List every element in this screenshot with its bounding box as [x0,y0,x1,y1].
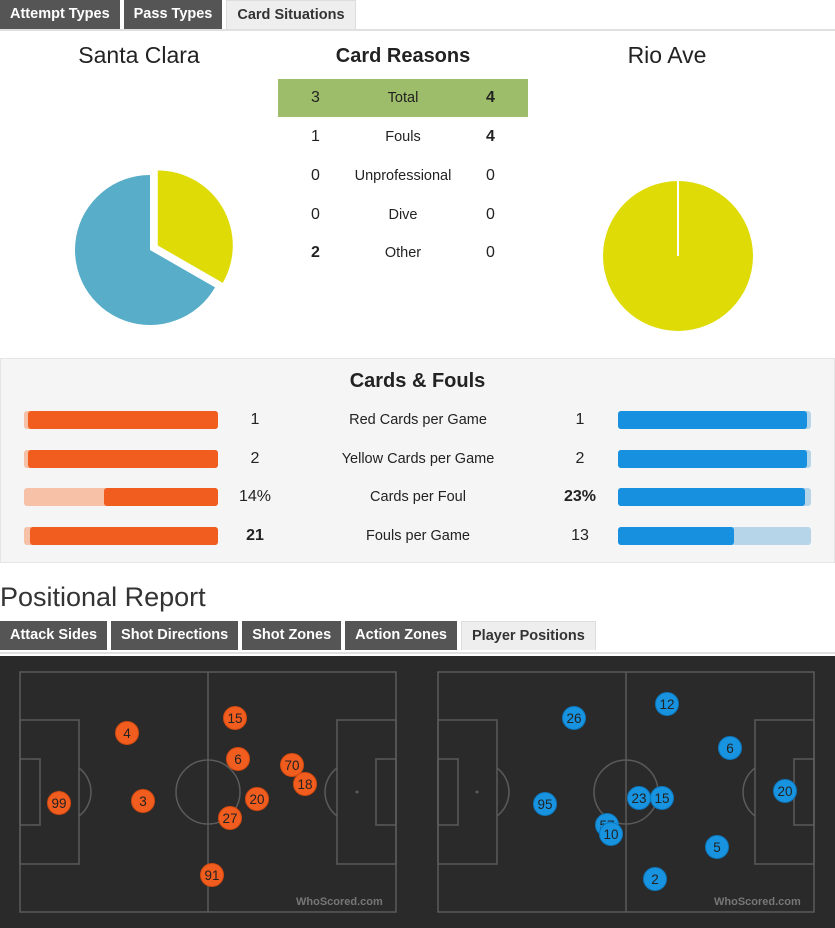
away-player-marker[interactable]: 95 [533,792,557,816]
away-player-marker[interactable]: 2 [643,867,667,891]
home-stat-bar [24,450,218,468]
card-reason-row-other: 2 Other 0 [278,234,528,272]
home-stat-bar-fill [28,450,218,468]
home-team-name: Santa Clara [78,42,200,68]
away-stat-bar-fill [618,527,734,545]
card-reason-row-fouls: 1 Fouls 4 [278,118,528,156]
away-stat-value: 13 [571,527,589,544]
away-value: 0 [486,206,495,223]
home-card-pie [75,170,233,325]
tab-shot-zones[interactable]: Shot Zones [242,621,342,650]
away-stat-value: 2 [575,450,585,467]
reason-label: Dive [388,207,418,223]
stat-label: Cards per Foul [370,489,466,505]
stat-label: Yellow Cards per Game [341,451,495,467]
stat-label: Fouls per Game [366,528,470,544]
away-player-marker[interactable]: 5 [705,835,729,859]
home-stat-value: 2 [250,450,260,467]
reason-label: Other [384,245,422,261]
away-value: 4 [486,128,495,145]
tab-divider [0,29,835,31]
reason-label: Fouls [385,129,421,145]
away-team-name: Rio Ave [627,42,707,68]
card-reason-row-total: 3 Total 4 [278,79,528,117]
home-player-marker[interactable]: 18 [293,772,317,796]
away-player-marker[interactable]: 23 [627,786,651,810]
home-pie-yellow-slice [157,170,233,283]
away-player-marker[interactable]: 10 [599,822,623,846]
positional-tabs: Attack Sides Shot Directions Shot Zones … [0,621,600,651]
home-stat-bar [24,411,218,429]
home-stat-value: 14% [238,488,272,505]
away-stat-bar-fill [618,450,807,468]
home-value: 0 [311,206,320,223]
card-stats-tabs: Attempt Types Pass Types Card Situations [0,0,360,30]
away-stat-bar [618,488,811,506]
reason-label: Unprofessional [354,168,452,184]
away-stat-value: 23% [563,488,597,505]
tab-attack-sides[interactable]: Attack Sides [0,621,108,650]
stat-label: Red Cards per Game [349,412,487,428]
away-stat-bar-fill [618,411,807,429]
tab-pass-types[interactable]: Pass Types [123,0,223,29]
home-player-marker[interactable]: 15 [223,706,247,730]
away-player-marker[interactable]: 15 [650,786,674,810]
tab-attempt-types[interactable]: Attempt Types [0,0,120,29]
tab-action-zones[interactable]: Action Zones [345,621,457,650]
card-reason-row-dive: 0 Dive 0 [278,196,528,234]
home-value: 1 [311,128,320,145]
away-player-marker[interactable]: 26 [562,706,586,730]
home-player-marker[interactable]: 6 [226,747,250,771]
home-player-marker[interactable]: 3 [131,789,155,813]
tab-shot-directions[interactable]: Shot Directions [111,621,239,650]
home-value: 0 [311,167,320,184]
whoscored-watermark: WhoScored.com [296,896,383,908]
home-player-marker[interactable]: 4 [115,721,139,745]
home-stat-bar-fill [104,488,218,506]
away-stat-bar [618,450,811,468]
home-stat-bar [24,488,218,506]
home-stat-bar-fill [28,411,218,429]
home-stat-bar-fill [30,527,218,545]
card-reasons-title: Card Reasons [335,45,471,67]
home-stat-value: 1 [250,411,260,428]
player-positions-area: WhoScored.com WhoScored.com 4 15 6 70 18… [0,656,835,928]
away-stat-bar [618,411,811,429]
whoscored-watermark: WhoScored.com [714,896,801,908]
positional-report-title: Positional Report [0,582,206,612]
cards-fouls-title: Cards & Fouls [349,370,486,392]
home-stat-bar [24,527,218,545]
away-stat-bar [618,527,811,545]
tab-card-situations[interactable]: Card Situations [226,0,356,29]
away-total: 4 [486,89,495,106]
home-player-marker[interactable]: 27 [218,806,242,830]
away-card-pie [603,181,753,331]
tab-player-positions[interactable]: Player Positions [461,621,596,650]
home-player-marker[interactable]: 99 [47,791,71,815]
home-stat-value: 21 [246,527,264,544]
away-value: 0 [486,244,495,261]
away-player-marker[interactable]: 12 [655,692,679,716]
reason-label: Total [387,90,419,106]
home-player-marker[interactable]: 91 [200,863,224,887]
away-stat-value: 1 [575,411,585,428]
away-player-marker[interactable]: 6 [718,736,742,760]
home-total: 3 [311,89,320,106]
away-stat-bar-fill [618,488,805,506]
home-pie-blue-slice [75,175,216,325]
away-player-marker[interactable]: 20 [773,779,797,803]
card-reason-row-unprofessional: 0 Unprofessional 0 [278,157,528,195]
tab-divider [0,652,835,654]
home-value: 2 [311,244,320,261]
away-value: 0 [486,167,495,184]
home-player-marker[interactable]: 20 [245,787,269,811]
